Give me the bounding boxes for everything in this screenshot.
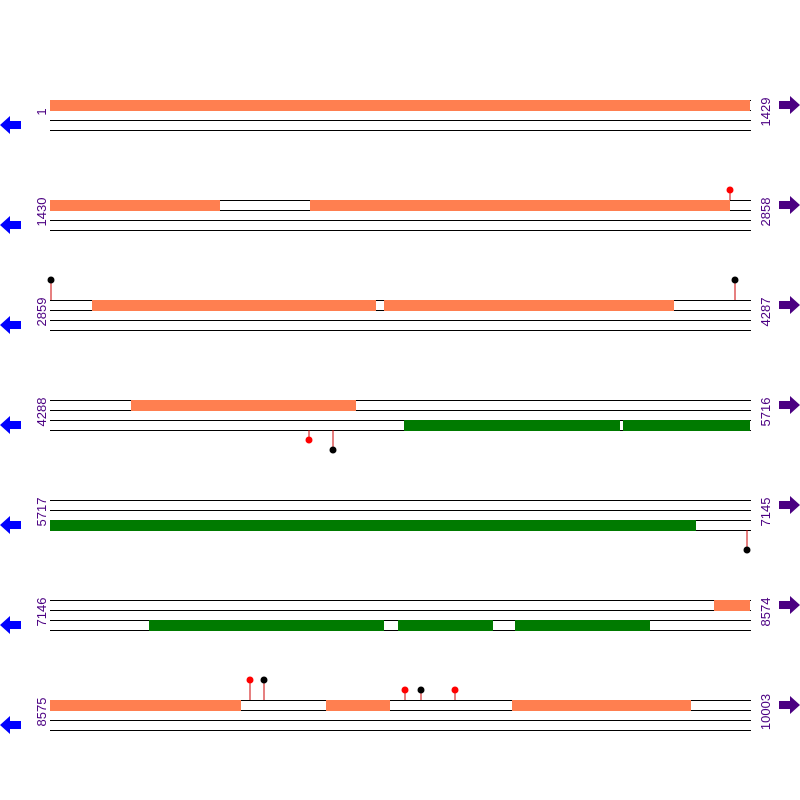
site-marker bbox=[417, 686, 425, 694]
site-marker bbox=[451, 686, 459, 694]
forward-arrow bbox=[779, 496, 800, 514]
end-position: 10003 bbox=[758, 694, 773, 730]
reverse-arrow bbox=[0, 116, 21, 134]
end-position: 7145 bbox=[758, 498, 773, 527]
sequence-row: 7146 8574 bbox=[0, 596, 800, 634]
forward-arrow bbox=[779, 296, 800, 314]
site-marker bbox=[246, 676, 254, 684]
start-position: 2859 bbox=[34, 298, 49, 327]
start-position: 4288 bbox=[34, 398, 49, 427]
site-marker bbox=[743, 546, 751, 554]
end-position: 2858 bbox=[758, 198, 773, 227]
reverse-arrow bbox=[0, 716, 21, 734]
end-position: 4287 bbox=[758, 298, 773, 327]
site-marker bbox=[305, 436, 313, 444]
forward-arrow bbox=[779, 596, 800, 614]
reverse-arrow bbox=[0, 416, 21, 434]
feature bbox=[398, 620, 493, 631]
site-marker bbox=[329, 446, 337, 454]
feature bbox=[50, 200, 220, 211]
site-marker bbox=[726, 186, 734, 194]
site-marker bbox=[47, 276, 55, 284]
forward-arrow bbox=[779, 96, 800, 114]
sequence-row: 4288 5716 bbox=[0, 396, 800, 454]
sequence-row: 8575 10003 bbox=[0, 676, 800, 734]
end-position: 8574 bbox=[758, 598, 773, 627]
start-position: 7146 bbox=[34, 598, 49, 627]
feature bbox=[92, 300, 376, 311]
reverse-arrow bbox=[0, 616, 21, 634]
start-position: 1430 bbox=[34, 198, 49, 227]
start-position: 8575 bbox=[34, 698, 49, 727]
feature bbox=[131, 400, 356, 411]
site-marker bbox=[731, 276, 739, 284]
feature bbox=[384, 300, 674, 311]
sequence-row: 1430 2858 bbox=[0, 186, 800, 234]
site-marker bbox=[260, 676, 268, 684]
feature bbox=[515, 620, 650, 631]
sequence-row: 1 1429 bbox=[0, 96, 800, 134]
end-position: 5716 bbox=[758, 398, 773, 427]
feature bbox=[714, 600, 750, 611]
feature bbox=[50, 520, 696, 531]
feature bbox=[404, 420, 620, 431]
start-position: 1 bbox=[34, 108, 49, 115]
reverse-arrow bbox=[0, 516, 21, 534]
forward-arrow bbox=[779, 396, 800, 414]
sequence-row: 5717 7145 bbox=[0, 496, 800, 554]
sequence-row: 2859 4287 bbox=[0, 276, 800, 334]
reverse-arrow bbox=[0, 316, 21, 334]
end-position: 1429 bbox=[758, 98, 773, 127]
feature bbox=[310, 200, 730, 211]
start-position: 5717 bbox=[34, 498, 49, 527]
feature bbox=[149, 620, 384, 631]
feature bbox=[50, 700, 241, 711]
forward-arrow bbox=[779, 196, 800, 214]
site-marker bbox=[401, 686, 409, 694]
feature bbox=[512, 700, 691, 711]
feature bbox=[623, 420, 750, 431]
feature bbox=[326, 700, 390, 711]
forward-arrow bbox=[779, 696, 800, 714]
reverse-arrow bbox=[0, 216, 21, 234]
feature bbox=[50, 100, 750, 111]
